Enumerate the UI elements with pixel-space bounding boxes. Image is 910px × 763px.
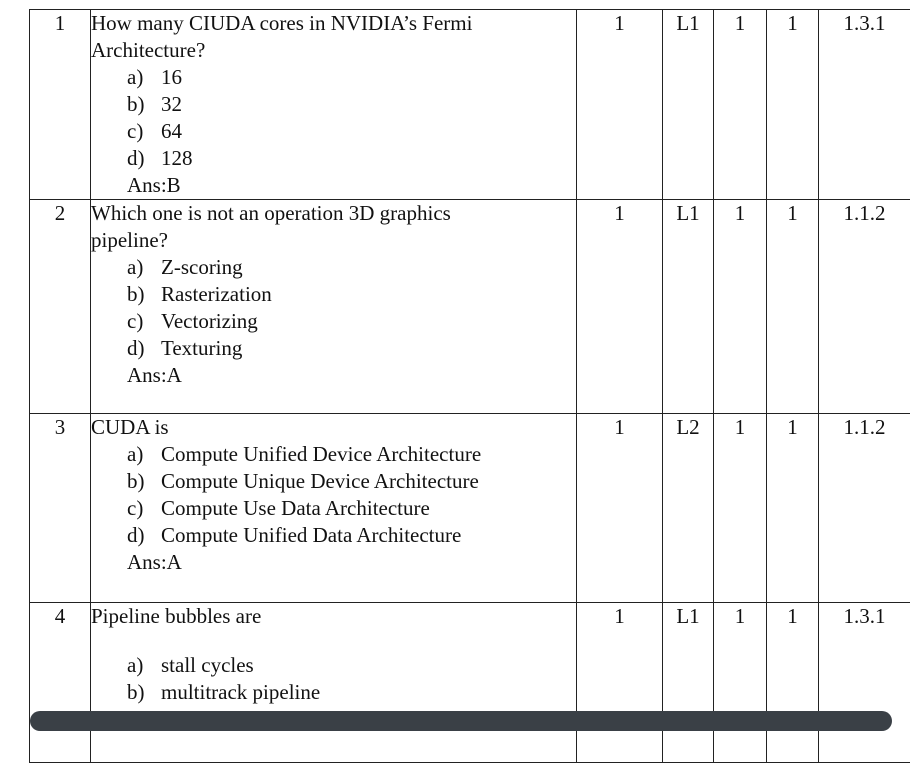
po-cell: 1 [767,200,819,414]
option: b)multitrack pipeline [127,679,576,706]
question-number: 3 [30,414,91,603]
question-number: 4 [30,603,91,763]
question-text: Pipeline bubbles are [91,603,576,630]
co-cell: 1 [714,414,767,603]
reference-cell: 1.1.2 [819,414,910,603]
table-row: 3 CUDA is a)Compute Unified Device Archi… [30,414,910,603]
marks-cell: 1 [577,10,663,200]
option-text: Vectorizing [161,308,258,335]
answer-key: Ans:A [91,362,576,389]
option-label: c) [127,308,161,335]
option-label: b) [127,281,161,308]
marks-cell: 1 [577,414,663,603]
co-cell: 1 [714,10,767,200]
option: d)Texturing [127,335,576,362]
option: a)stall cycles [127,652,576,679]
option: d)Compute Unified Data Architecture [127,522,576,549]
answer-key: Ans:B [91,172,576,199]
question-text: How many CIUDA cores in NVIDIA’s Fermi [91,10,576,37]
question-number: 2 [30,200,91,414]
level-cell: L1 [663,10,714,200]
table-row: 2 Which one is not an operation 3D graph… [30,200,910,414]
question-cell: How many CIUDA cores in NVIDIA’s Fermi A… [91,10,577,200]
option-label: b) [127,679,161,706]
option-text: Z-scoring [161,254,243,281]
option: a)Z-scoring [127,254,576,281]
level-cell: L1 [663,603,714,763]
question-cell: Which one is not an operation 3D graphic… [91,200,577,414]
answer-key: Ans:A [91,549,576,576]
reference-cell: 1.3.1 [819,603,910,763]
level-cell: L2 [663,414,714,603]
option: d)128 [127,145,576,172]
option-text: 16 [161,64,182,91]
horizontal-scrollbar[interactable] [30,711,892,731]
question-cell: CUDA is a)Compute Unified Device Archite… [91,414,577,603]
question-table: 1 How many CIUDA cores in NVIDIA’s Fermi… [29,9,910,763]
option: b)32 [127,91,576,118]
option-label: a) [127,254,161,281]
option: c)Vectorizing [127,308,576,335]
option-text: Texturing [161,335,242,362]
option-text: 32 [161,91,182,118]
option-text: 64 [161,118,182,145]
question-text: pipeline? [91,227,576,254]
option-text: Compute Unified Device Architecture [161,441,481,468]
document-page: 1 How many CIUDA cores in NVIDIA’s Fermi… [0,0,910,719]
option-text: Compute Unique Device Architecture [161,468,479,495]
option: c)64 [127,118,576,145]
option-label: c) [127,118,161,145]
option-label: b) [127,468,161,495]
option-text: multitrack pipeline [161,679,320,706]
co-cell: 1 [714,603,767,763]
option-label: d) [127,145,161,172]
marks-cell: 1 [577,200,663,414]
option-label: a) [127,441,161,468]
option-label: a) [127,652,161,679]
option: b)Rasterization [127,281,576,308]
option: b)Compute Unique Device Architecture [127,468,576,495]
marks-cell: 1 [577,603,663,763]
question-text: Architecture? [91,37,576,64]
reference-cell: 1.1.2 [819,200,910,414]
option-text: Compute Use Data Architecture [161,495,430,522]
option-label: a) [127,64,161,91]
option-text: Compute Unified Data Architecture [161,522,461,549]
option-label: c) [127,495,161,522]
option-label: d) [127,522,161,549]
option-text: Rasterization [161,281,272,308]
reference-cell: 1.3.1 [819,10,910,200]
table-row: 1 How many CIUDA cores in NVIDIA’s Fermi… [30,10,910,200]
po-cell: 1 [767,10,819,200]
question-text: Which one is not an operation 3D graphic… [91,200,576,227]
option: a)16 [127,64,576,91]
question-text: CUDA is [91,414,576,441]
question-number: 1 [30,10,91,200]
question-cell: Pipeline bubbles are a)stall cycles b)mu… [91,603,577,763]
option: a)Compute Unified Device Architecture [127,441,576,468]
table-row: 4 Pipeline bubbles are a)stall cycles b)… [30,603,910,763]
co-cell: 1 [714,200,767,414]
option-label: b) [127,91,161,118]
option: c)Compute Use Data Architecture [127,495,576,522]
po-cell: 1 [767,603,819,763]
option-text: 128 [161,145,193,172]
po-cell: 1 [767,414,819,603]
option-text: stall cycles [161,652,254,679]
option-label: d) [127,335,161,362]
level-cell: L1 [663,200,714,414]
